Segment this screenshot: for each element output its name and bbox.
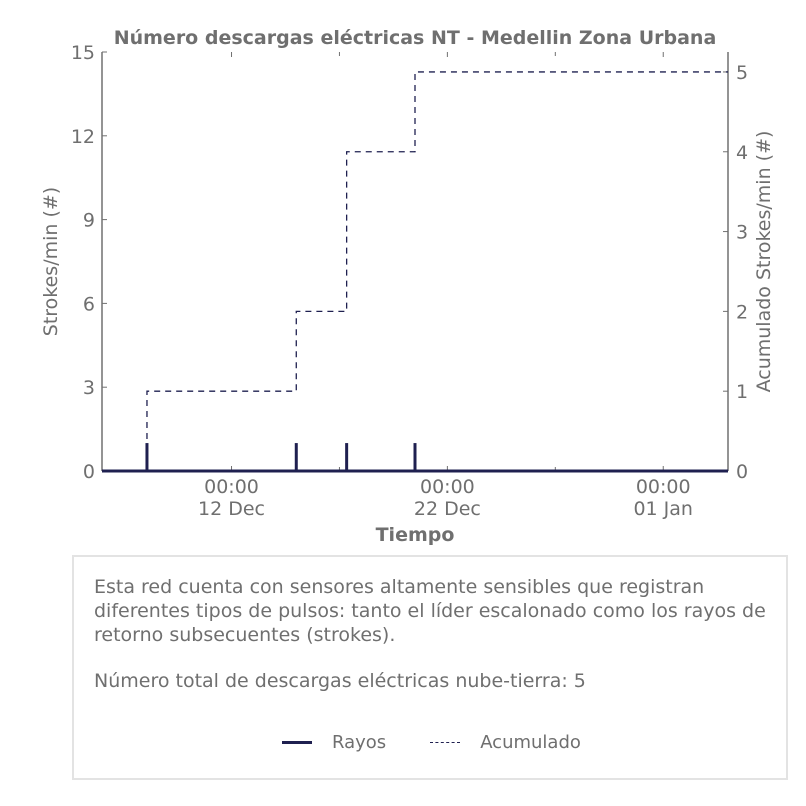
- x-tick-label-date: 12 Dec: [198, 498, 265, 520]
- legend-swatch-dashed: [430, 741, 461, 743]
- x-tick-label-date: 01 Jan: [633, 498, 693, 520]
- y-tick-label: 0: [83, 461, 95, 483]
- y-tick-label: 12: [71, 126, 95, 148]
- y2-tick-label: 0: [736, 461, 748, 483]
- y2-axis-label: Acumulado Strokes/min (#): [753, 131, 775, 393]
- legend: Rayos Acumulado: [282, 732, 581, 753]
- y-tick-label: 3: [83, 377, 95, 399]
- info-box: Esta red cuenta con sensores altamente s…: [72, 555, 788, 780]
- series-acumulado-line: [102, 71, 728, 472]
- total-count-text: Número total de descargas eléctricas nub…: [94, 670, 586, 692]
- chart-title: Número descargas eléctricas NT - Medelli…: [114, 27, 717, 49]
- y-tick-label: 6: [83, 293, 95, 315]
- legend-swatch-solid: [282, 740, 312, 744]
- description-text: Esta red cuenta con sensores altamente s…: [94, 576, 766, 646]
- x-tick-label-time: 00:00: [204, 476, 259, 498]
- legend-item-rayos: Rayos: [282, 732, 386, 753]
- x-axis-label: Tiempo: [376, 524, 455, 546]
- y2-tick-label: 3: [736, 222, 748, 244]
- y2-tick-label: 5: [736, 62, 748, 84]
- x-tick-label-date: 22 Dec: [414, 498, 481, 520]
- y2-tick-label: 1: [736, 381, 748, 403]
- x-tick-label-time: 00:00: [420, 476, 475, 498]
- legend-label-acumulado: Acumulado: [480, 731, 581, 753]
- legend-label-rayos: Rayos: [332, 731, 387, 753]
- y-tick-label: 15: [71, 42, 95, 64]
- x-tick-label-time: 00:00: [636, 476, 691, 498]
- y-tick-label: 9: [83, 210, 95, 232]
- y2-tick-label: 2: [736, 301, 748, 323]
- legend-item-acumulado: Acumulado: [430, 732, 581, 753]
- y-axis-label: Strokes/min (#): [40, 187, 62, 336]
- y2-tick-label: 4: [736, 142, 748, 164]
